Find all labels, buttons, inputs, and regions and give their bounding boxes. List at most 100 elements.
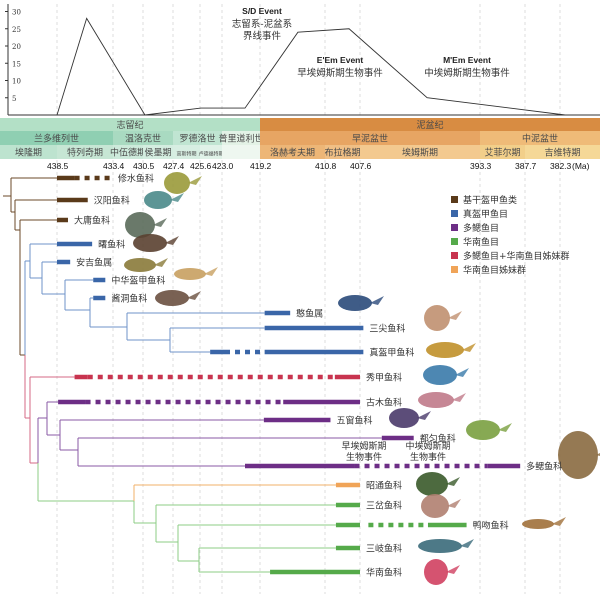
timescale-cell-stage bbox=[173, 145, 200, 159]
taxon-label: 秀甲鱼科 bbox=[366, 372, 402, 384]
legend-item: 华南鱼目 bbox=[451, 236, 499, 248]
fish-tail bbox=[596, 453, 600, 456]
legend-swatch bbox=[451, 224, 458, 231]
timescale-cell-stage bbox=[57, 145, 113, 159]
timescale-cell-epoch bbox=[222, 131, 260, 145]
timescale-label: 埃姆斯期 bbox=[402, 147, 438, 159]
taxon-row: 憨鱼属 bbox=[127, 308, 323, 320]
fish-body bbox=[421, 494, 449, 518]
boundary-age: 430.5 bbox=[133, 161, 155, 171]
taxon-row: 三尖鱼科 bbox=[170, 323, 405, 335]
timescale-cell-epoch bbox=[113, 131, 173, 145]
timescale-label: 埃隆期 bbox=[15, 147, 42, 159]
legend-swatch bbox=[451, 252, 458, 259]
legend-item: 多鳃鱼目+华南鱼目姊妹群 bbox=[451, 250, 570, 262]
timescale-cell-stage bbox=[360, 145, 480, 159]
fish-tail bbox=[462, 343, 476, 352]
taxon-label: 修水鱼科 bbox=[118, 173, 154, 185]
fish-tail bbox=[204, 267, 218, 276]
taxon-label: 三岐鱼科 bbox=[366, 543, 402, 555]
legend-swatch bbox=[451, 196, 458, 203]
timescale-label: 罗德洛世 bbox=[179, 133, 215, 145]
fish-illustration bbox=[144, 191, 184, 209]
legend-item: 华南鱼目姊妹群 bbox=[451, 264, 526, 276]
boundary-age: 427.4 bbox=[163, 161, 185, 171]
fish-body bbox=[144, 191, 172, 209]
fish-illustration bbox=[124, 258, 168, 272]
timescale-label: 卢德福特期 bbox=[198, 151, 223, 158]
taxon-row: 曙鱼科 bbox=[30, 239, 125, 251]
fish-body bbox=[424, 305, 450, 331]
fish-illustration bbox=[426, 342, 476, 358]
fish-illustration bbox=[424, 559, 460, 585]
legend-label: 多鳃鱼目+华南鱼目姊妹群 bbox=[463, 250, 570, 262]
timescale-label: 志留纪 bbox=[116, 119, 143, 131]
timescale-cell-stage bbox=[480, 145, 525, 159]
fish-tail bbox=[446, 477, 460, 486]
timescale-cell-epoch bbox=[480, 131, 600, 145]
fish-tail bbox=[460, 539, 474, 548]
timescale-label: 吉维特期 bbox=[544, 147, 580, 159]
fish-body bbox=[558, 431, 598, 479]
legend-swatch bbox=[451, 238, 458, 245]
tree-event-label: 中埃姆斯期 bbox=[405, 440, 450, 452]
y-tick-label: 15 bbox=[12, 60, 21, 68]
geologic-timescale: 志留纪 泥盆纪兰多维列世 温洛克世 罗德洛世 普里道利世 早泥盆世 中泥盆世埃隆期 特列奇期中… bbox=[0, 118, 600, 171]
timescale-label: 侯墨期 bbox=[144, 147, 171, 159]
boundary-age: 387.7 bbox=[515, 161, 537, 171]
taxon-row: 修水鱼科 bbox=[11, 173, 154, 185]
boundary-age: 433.4 bbox=[103, 161, 125, 171]
fish-illustration bbox=[338, 295, 384, 311]
fish-illustrations bbox=[124, 172, 600, 585]
fish-tail bbox=[370, 296, 384, 305]
fish-body bbox=[418, 539, 462, 553]
taxon-row: 昭通鱼科 bbox=[134, 480, 402, 492]
y-tick-label: 10 bbox=[12, 78, 21, 86]
taxon-row: 安吉鱼属 bbox=[42, 257, 112, 269]
timescale-label: 布拉格期 bbox=[324, 147, 360, 159]
fish-tail bbox=[446, 565, 460, 574]
fish-body bbox=[522, 519, 554, 529]
fish-illustration bbox=[421, 494, 461, 518]
fish-illustration bbox=[416, 472, 460, 496]
fish-tail bbox=[165, 236, 179, 245]
legend-label: 多鳃鱼目 bbox=[463, 222, 499, 234]
timescale-cell-stage bbox=[143, 145, 173, 159]
event-label: 中埃姆斯期生物事件 bbox=[424, 67, 510, 79]
taxon-row: 大庸鱼科 bbox=[20, 215, 110, 227]
y-tick-label: 30 bbox=[12, 9, 21, 17]
taxon-row: 鸭吻鱼科 bbox=[178, 520, 509, 532]
timescale-cell-period bbox=[0, 118, 260, 131]
fish-illustration bbox=[164, 172, 202, 194]
fish-illustration bbox=[522, 517, 566, 529]
taxon-label: 多鳃鱼科 bbox=[526, 461, 562, 473]
fish-illustration bbox=[418, 392, 466, 408]
taxon-label: 华南鱼科 bbox=[366, 567, 402, 579]
fish-tail bbox=[188, 176, 202, 185]
boundary-age: 393.3 bbox=[470, 161, 492, 171]
fish-body bbox=[424, 559, 448, 585]
taxon-row: 多鳃鱼科 bbox=[78, 461, 562, 473]
taxon-row: 华南鱼科 bbox=[199, 567, 402, 579]
fish-illustration bbox=[424, 305, 462, 331]
taxon-row: 中华盔甲鱼科 bbox=[65, 275, 165, 287]
fish-tail bbox=[187, 291, 201, 300]
legend-item: 基干盔甲鱼类 bbox=[451, 194, 517, 206]
timescale-cell-stage bbox=[0, 145, 57, 159]
fish-body bbox=[466, 420, 500, 440]
taxon-label: 安吉鱼属 bbox=[76, 257, 112, 269]
taxon-label: 曙鱼科 bbox=[98, 239, 125, 251]
taxon-label: 古木鱼科 bbox=[366, 397, 402, 409]
taxon-row: 三岐鱼科 bbox=[199, 543, 402, 555]
fish-illustration bbox=[174, 267, 218, 280]
taxon-label: 大庸鱼科 bbox=[74, 215, 110, 227]
fish-tail bbox=[154, 258, 168, 267]
diversity-line bbox=[56, 17, 566, 116]
fish-illustration bbox=[558, 431, 600, 479]
boundary-age: 438.5 bbox=[47, 161, 69, 171]
timescale-label: 中泥盆世 bbox=[522, 133, 558, 145]
taxon-label: 五窗鱼科 bbox=[336, 415, 372, 427]
tree-event-label: 生物事件 bbox=[410, 451, 446, 463]
timescale-cell-stage bbox=[525, 145, 600, 159]
